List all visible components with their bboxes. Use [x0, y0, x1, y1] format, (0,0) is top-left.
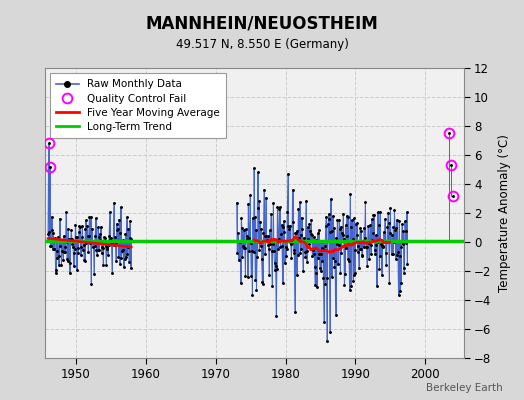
- Text: Berkeley Earth: Berkeley Earth: [427, 383, 503, 393]
- Text: 49.517 N, 8.550 E (Germany): 49.517 N, 8.550 E (Germany): [176, 38, 348, 51]
- Legend: Raw Monthly Data, Quality Control Fail, Five Year Moving Average, Long-Term Tren: Raw Monthly Data, Quality Control Fail, …: [50, 73, 226, 138]
- Text: MANNHEIN/NEUOSTHEIM: MANNHEIN/NEUOSTHEIM: [146, 14, 378, 32]
- Y-axis label: Temperature Anomaly (°C): Temperature Anomaly (°C): [498, 134, 511, 292]
